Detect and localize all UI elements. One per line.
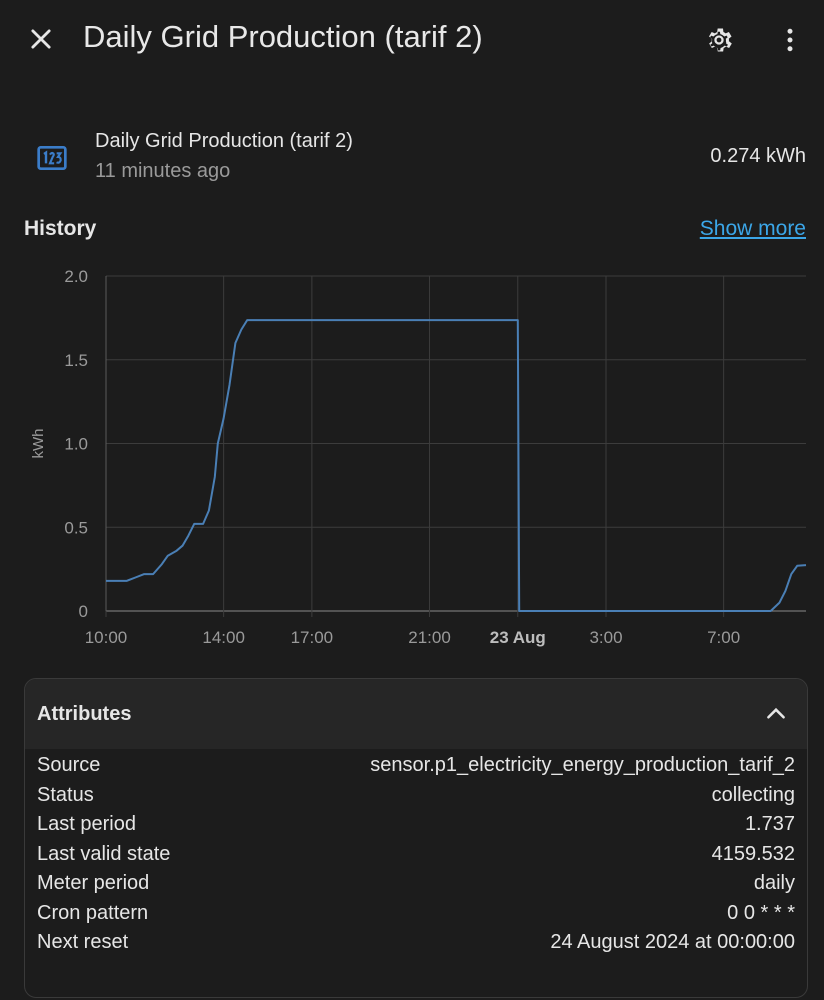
x-tick-label: 17:00 (291, 628, 334, 647)
attribute-value: daily (753, 872, 795, 894)
attribute-key: Last valid state (37, 842, 171, 865)
y-tick-label: 2.0 (64, 267, 88, 286)
attribute-row: Cron pattern 0 0 * * * (37, 899, 795, 929)
attribute-value: 24 August 2024 at 00:00:00 (550, 931, 795, 953)
history-title: History (24, 217, 97, 240)
entity-state-value: 0.274 kWh (710, 145, 806, 167)
x-tick-label: 23 Aug (490, 628, 546, 647)
y-tick-label: 1.5 (64, 351, 88, 370)
attributes-header[interactable]: Attributes (25, 679, 807, 749)
settings-button[interactable] (699, 20, 739, 60)
attribute-key: Next reset (37, 931, 129, 953)
attribute-value: 1.737 (744, 813, 795, 835)
attribute-row: Last period 1.737 (37, 810, 795, 840)
history-chart[interactable]: 0 0.5 1.0 1.5 2.0 10:00 14:00 17:00 21:00 23 Aug 3… (0, 255, 824, 665)
attributes-panel: Attributes Source sensor.p1_electricity_e… (24, 678, 808, 998)
attribute-value: collecting (711, 783, 795, 806)
attribute-value: 0 0 * * * (727, 901, 795, 924)
more-vertical-icon (787, 28, 793, 52)
entity-name: Daily Grid Production (tarif 2) (95, 130, 353, 152)
x-tick-label: 14:00 (202, 628, 245, 647)
attribute-row: Meter period daily (37, 869, 795, 899)
attribute-value: 4159.532 (711, 842, 795, 865)
y-axis-label: kWh (30, 429, 47, 459)
series-line (106, 319, 807, 612)
x-tick-label: 3:00 (589, 628, 622, 647)
attribute-value: sensor.p1_electricity_energy_production_… (370, 754, 795, 776)
attribute-row: Source sensor.p1_electricity_energy_produ… (37, 751, 795, 781)
attribute-key: Last period (37, 813, 136, 835)
entity-last-changed: 11 minutes ago (95, 160, 231, 182)
attribute-row: Last valid state 4159.532 (37, 840, 795, 870)
y-tick-label: 0.5 (64, 518, 88, 537)
more-options-button[interactable] (770, 20, 810, 60)
show-more-link[interactable]: Show more (699, 217, 806, 240)
attribute-row: Next reset 24 August 2024 at 00:00:00 (37, 928, 795, 958)
dialog-header: Daily Grid Production (tarif 2) (0, 0, 824, 78)
x-tick-label: 10:00 (85, 628, 128, 647)
attribute-key: Status (37, 783, 94, 806)
attributes-title: Attributes (37, 703, 132, 725)
attribute-key: Source (37, 754, 101, 776)
x-tick-label: 21:00 (408, 628, 451, 647)
chevron-up-icon (767, 707, 785, 719)
attribute-row: Status collecting (37, 781, 795, 811)
x-tick-label: 7:00 (707, 628, 740, 647)
attribute-key: Cron pattern (37, 901, 149, 924)
attributes-list: Source sensor.p1_electricity_energy_produ… (37, 751, 795, 958)
y-tick-label: 0 (79, 602, 88, 621)
attribute-key: Meter period (37, 872, 150, 894)
y-tick-label: 1.0 (64, 435, 88, 454)
counter-icon (37, 146, 67, 170)
gear-icon (709, 28, 732, 52)
entity-state-row: Daily Grid Production (tarif 2) 11 minut… (0, 120, 824, 190)
dialog-title: Daily Grid Production (tarif 2) (83, 19, 483, 54)
close-button[interactable] (22, 20, 60, 58)
close-icon (31, 29, 51, 49)
